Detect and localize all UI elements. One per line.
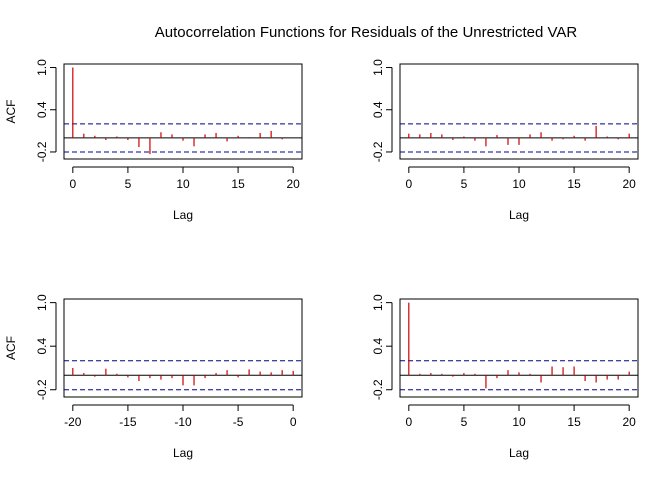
y-tick-label: -0.2 [35,141,49,162]
plot-frame [63,63,303,160]
x-tick-label: 0 [405,415,412,429]
x-tick-label: 0 [290,415,297,429]
x-axis-label: Lag [173,208,193,222]
x-tick-label: 20 [287,177,301,191]
y-tick-label: -0.2 [371,379,385,400]
x-tick-label: 0 [69,177,76,191]
x-tick-label: 10 [512,415,526,429]
x-axis-label: Lag [509,208,529,222]
x-tick-label: 5 [461,177,468,191]
x-tick-label: 10 [512,177,526,191]
plot-frame [63,298,303,398]
x-tick-label: 20 [623,177,637,191]
plot-frame [399,63,639,160]
acf-panel-bottom-left: -20 -15 -10 -5 0 -0.2 0.4 1.0 Lag ACF [4,294,303,460]
acf-panel-top-left: 0 5 10 15 20 -0.2 0.4 1.0 Lag ACF [4,59,303,222]
x-tick-label: -10 [174,415,192,429]
y-tick-label: -0.2 [371,141,385,162]
x-tick-label: 10 [176,177,190,191]
y-tick-label: 1.0 [35,59,49,76]
x-axis-label: Lag [509,446,529,460]
y-tick-label: 0.4 [371,338,385,355]
x-tick-label: 20 [623,415,637,429]
figure-title: Autocorrelation Functions for Residuals … [155,24,578,41]
x-tick-label: 15 [567,415,581,429]
y-tick-label: 1.0 [371,59,385,76]
y-tick-label: 0.4 [371,101,385,118]
x-tick-label: 5 [125,177,132,191]
y-axis-label: ACF [4,100,18,124]
y-tick-label: 1.0 [371,294,385,311]
y-axis-label: ACF [4,336,18,360]
x-tick-label: 15 [231,177,245,191]
x-tick-label: -15 [119,415,137,429]
acf-panel-top-right: 0 5 10 15 20 -0.2 0.4 1.0 Lag [371,59,639,222]
acf-panel-bottom-right: 0 5 10 15 20 -0.2 0.4 1.0 Lag [371,294,639,460]
x-tick-label: -20 [64,415,82,429]
x-tick-label: 0 [405,177,412,191]
y-tick-label: -0.2 [35,379,49,400]
x-tick-label: -5 [233,415,244,429]
y-tick-label: 1.0 [35,294,49,311]
plot-frame [399,298,639,398]
x-tick-label: 5 [461,415,468,429]
y-tick-label: 0.4 [35,101,49,118]
x-tick-label: 15 [567,177,581,191]
x-axis-label: Lag [173,446,193,460]
y-tick-label: 0.4 [35,338,49,355]
